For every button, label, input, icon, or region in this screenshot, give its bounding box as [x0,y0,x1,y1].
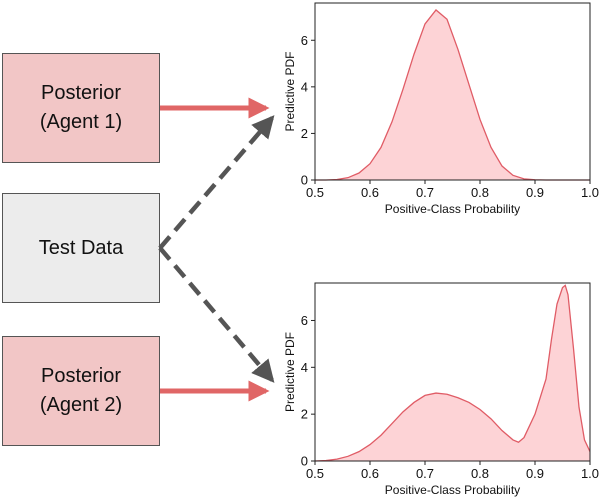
posterior-agent1-box: Posterior (Agent 1) [2,53,160,163]
chart1-xlabel: Positive-Class Probability [385,202,520,216]
chart1-xtick-label: 0.7 [416,185,434,200]
chart1-density-area [315,9,590,180]
chart1-ylabel: Predictive PDF [283,51,297,131]
posterior-agent1-line2: (Agent 1) [39,111,123,133]
posterior-agent1-line1: Posterior [40,82,122,104]
agent2-density-chart: 0.5 0.6 0.7 0.8 0.9 1.0 0 2 4 6 Positive-Class Pro… [283,282,599,497]
chart1-xtick-label: 0.8 [471,185,489,200]
chart1-xtick-label: 1.0 [581,185,599,200]
test-data-label: Test Data [38,236,124,259]
chart2-xtick-label: 0.8 [471,466,489,481]
test-to-chart2-dashed-arrow [158,246,275,383]
posterior-agent2-box: Posterior (Agent 2) [2,336,160,446]
chart1-ytick-label: 4 [301,79,308,94]
test-to-chart1-dashed-arrow [158,115,275,250]
chart2-xtick-label: 0.6 [361,466,379,481]
chart2-ytick-label: 2 [301,407,308,422]
chart2-axes-frame [314,282,591,462]
chart1-ytick-label: 0 [301,173,308,188]
chart2-density-area [315,285,590,461]
posterior-agent2-line1: Posterior [40,365,122,387]
chart2-xlabel: Positive-Class Probability [385,483,520,497]
chart1-ytick-label: 2 [301,126,308,141]
chart2-ytick-label: 4 [301,360,308,375]
chart2-ylabel: Predictive PDF [283,332,297,412]
test-data-box: Test Data [2,193,160,303]
chart1-axes-frame [314,2,591,181]
chart2-ytick-label: 0 [301,454,308,469]
agent1-density-chart: 0.5 0.6 0.7 0.8 0.9 1.0 0 2 4 6 Positive-Class Pro… [283,2,599,216]
posterior-agent2-line2: (Agent 2) [39,394,123,416]
chart2-xtick-label: 0.5 [306,466,324,481]
chart2-xtick-label: 0.7 [416,466,434,481]
chart2-xtick-label: 0.9 [526,466,544,481]
chart2-ytick-label: 6 [301,313,308,328]
chart1-xtick-label: 0.6 [361,185,379,200]
chart1-xtick-label: 0.9 [526,185,544,200]
chart2-density-line [314,284,591,462]
chart1-xtick-label: 0.5 [306,185,324,200]
chart1-ytick-label: 6 [301,33,308,48]
chart2-xtick-label: 1.0 [581,466,599,481]
